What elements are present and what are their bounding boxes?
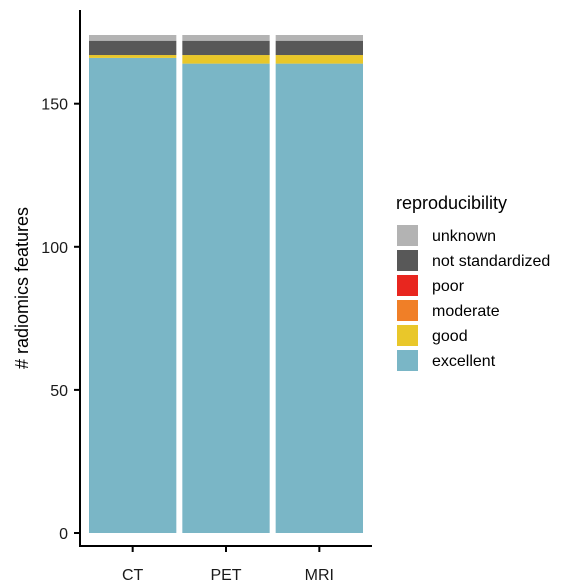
bar-pet-unknown: [182, 35, 270, 41]
y-tick-label: 0: [59, 526, 68, 543]
y-axis-title: # radiomics features: [12, 207, 32, 369]
legend-label-poor: poor: [432, 278, 465, 295]
legend-swatch-good: [397, 325, 418, 346]
bar-mri-good: [275, 55, 363, 64]
x-tick-label-pet: PET: [210, 567, 241, 584]
legend: reproducibility unknown not standardized p…: [396, 193, 550, 371]
bar-mri-excellent: [275, 63, 363, 533]
bar-ct-excellent: [89, 57, 177, 534]
bar-ct-not-standardized: [89, 40, 177, 56]
bar-ct-good: [89, 55, 177, 58]
bar-pet-excellent: [182, 63, 270, 533]
legend-swatch-not-standardized: [397, 250, 418, 271]
bar-ct-unknown: [89, 35, 177, 41]
legend-label-excellent: excellent: [432, 353, 496, 370]
legend-title: reproducibility: [396, 193, 507, 213]
x-tick-label-ct: CT: [122, 567, 144, 584]
y-ticks-layer: 0 50 100 150: [41, 97, 80, 543]
bar-pet-good: [182, 55, 270, 64]
bars-layer: [89, 35, 363, 534]
y-tick-label: 100: [41, 240, 68, 257]
legend-swatch-unknown: [397, 225, 418, 246]
legend-label-moderate: moderate: [432, 303, 500, 320]
legend-items: unknown not standardized poor moderate good e…: [397, 225, 550, 371]
bar-pet-not-standardized: [182, 40, 270, 56]
bar-mri-not-standardized: [275, 40, 363, 56]
legend-swatch-poor: [397, 275, 418, 296]
y-tick-label: 150: [41, 97, 68, 114]
x-tick-label-mri: MRI: [305, 567, 334, 584]
legend-swatch-excellent: [397, 350, 418, 371]
legend-label-good: good: [432, 328, 468, 345]
bar-mri-unknown: [275, 35, 363, 41]
legend-label-unknown: unknown: [432, 228, 496, 245]
x-ticks-layer: CT PET MRI: [122, 546, 334, 584]
y-tick-label: 50: [50, 383, 68, 400]
legend-label-not-standardized: not standardized: [432, 253, 550, 270]
legend-swatch-moderate: [397, 300, 418, 321]
